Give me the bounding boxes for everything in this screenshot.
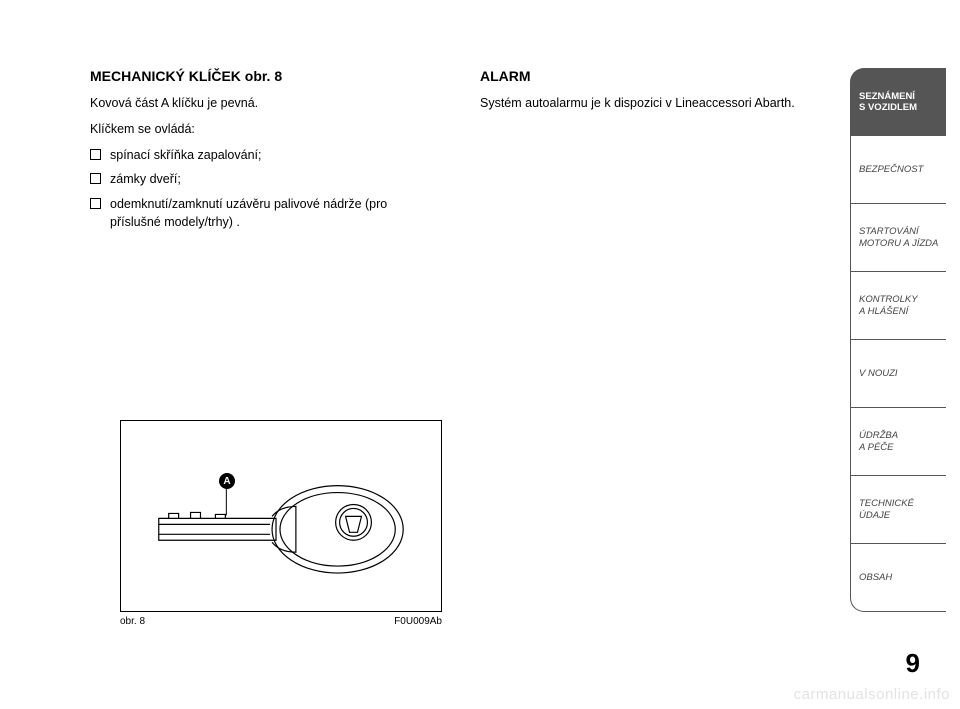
content-columns: MECHANICKÝ KLÍČEK obr. 8 Kovová část A k… (90, 68, 830, 237)
figure-caption: obr. 8 F0U009Ab (120, 616, 442, 627)
list-item: odemknutí/zamknutí uzávěru palivové nádr… (90, 195, 440, 231)
key-illustration (121, 421, 441, 612)
tab-label: STARTOVÁNÍMOTORU A JÍZDA (859, 226, 938, 249)
list-item: spínací skříňka zapalování; (90, 146, 440, 164)
watermark: carmanualsonline.info (794, 686, 950, 703)
tab-label: OBSAH (859, 572, 892, 583)
tab-seznameni[interactable]: SEZNÁMENÍS VOZIDLEM (850, 68, 946, 136)
figure-8: A obr. 8 F0U009Ab (120, 420, 442, 627)
tab-kontrolky[interactable]: KONTROLKYA HLÁŠENÍ (850, 272, 946, 340)
right-column: ALARM Systém autoalarmu je k dispozici v… (480, 68, 830, 237)
callout-a: A (219, 473, 235, 489)
caption-left: obr. 8 (120, 616, 145, 627)
tab-udrzba[interactable]: ÚDRŽBAA PÉČE (850, 408, 946, 476)
left-p2: Klíčkem se ovládá: (90, 120, 440, 138)
tab-obsah[interactable]: OBSAH (850, 544, 946, 612)
tab-label: BEZPEČNOST (859, 164, 923, 175)
tab-bezpecnost[interactable]: BEZPEČNOST (850, 136, 946, 204)
caption-right: F0U009Ab (394, 616, 442, 627)
tab-label: SEZNÁMENÍS VOZIDLEM (859, 91, 917, 114)
tab-technicke[interactable]: TECHNICKÉÚDAJE (850, 476, 946, 544)
tab-vnouzi[interactable]: V NOUZI (850, 340, 946, 408)
page: MECHANICKÝ KLÍČEK obr. 8 Kovová část A k… (0, 0, 960, 709)
right-p1: Systém autoalarmu je k dispozici v Linea… (480, 94, 830, 112)
tab-label: TECHNICKÉÚDAJE (859, 498, 914, 521)
page-number: 9 (906, 648, 920, 679)
left-column: MECHANICKÝ KLÍČEK obr. 8 Kovová část A k… (90, 68, 440, 237)
tab-startovani[interactable]: STARTOVÁNÍMOTORU A JÍZDA (850, 204, 946, 272)
sidebar-tabs: SEZNÁMENÍS VOZIDLEM BEZPEČNOST STARTOVÁN… (850, 68, 946, 612)
figure-box: A (120, 420, 442, 612)
left-heading: MECHANICKÝ KLÍČEK obr. 8 (90, 68, 440, 84)
right-heading: ALARM (480, 68, 830, 84)
left-p1: Kovová část A klíčku je pevná. (90, 94, 440, 112)
list-item: zámky dveří; (90, 170, 440, 188)
tab-label: ÚDRŽBAA PÉČE (859, 430, 898, 453)
tab-label: V NOUZI (859, 368, 898, 379)
left-list: spínací skříňka zapalování; zámky dveří;… (90, 146, 440, 231)
tab-label: KONTROLKYA HLÁŠENÍ (859, 294, 918, 317)
